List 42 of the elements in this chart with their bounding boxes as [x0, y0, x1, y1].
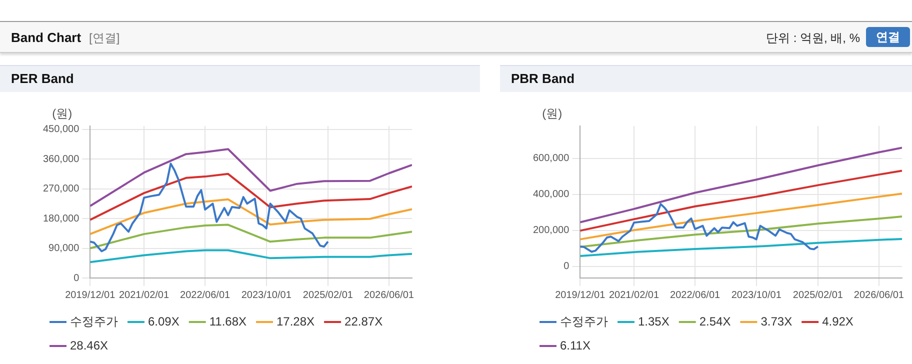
legend-label: 17.28X	[276, 314, 315, 328]
x-tick-label: 2021/02/01	[608, 290, 660, 301]
legend-label: 3.73X	[760, 314, 792, 328]
x-tick-label: 2022/06/01	[180, 290, 231, 301]
chart-title: PBR Band	[500, 65, 912, 92]
x-tick-label: 2026/06/01	[364, 290, 414, 301]
y-axis-title: (원)	[52, 106, 72, 120]
x-tick-label: 2026/06/01	[854, 290, 904, 301]
text: 단위 : 억원, 배, %	[766, 30, 860, 47]
x-tick-label: 2023/10/01	[731, 290, 782, 301]
y-tick-label: 270,000	[42, 184, 80, 195]
legend-label: 수정주가	[70, 314, 118, 328]
legend-label: 1.35X	[638, 314, 670, 328]
x-tick-label: 2019/12/01	[555, 290, 606, 301]
y-tick-label: 0	[564, 261, 570, 272]
y-axis-title: (원)	[542, 106, 562, 120]
legend-label: 4.92X	[822, 314, 854, 328]
x-tick-label: 2023/10/01	[241, 290, 292, 301]
legend-label: 11.68X	[209, 314, 247, 328]
x-tick-label: 2021/02/01	[118, 290, 170, 301]
chart-title: PER Band	[0, 65, 480, 92]
x-tick-label: 2022/06/01	[670, 290, 721, 301]
legend-label: 28.46X	[70, 338, 108, 352]
legend-label: 수정주가	[560, 314, 608, 328]
y-tick-label: 360,000	[42, 154, 80, 165]
legend-label: 6.11X	[560, 338, 590, 352]
y-tick-label: 450,000	[42, 124, 80, 136]
legend-label: 6.09X	[148, 314, 180, 328]
y-tick-label: 600,000	[532, 153, 570, 164]
x-tick-label: 2025/02/01	[792, 290, 844, 301]
text: [연결]	[89, 30, 120, 47]
y-tick-label: 200,000	[532, 225, 570, 236]
legend-label: 22.87X	[344, 314, 383, 328]
text: 연결	[866, 27, 910, 47]
x-tick-label: 2019/12/01	[65, 290, 116, 301]
text: Band Chart	[11, 30, 82, 45]
y-tick-label: 400,000	[532, 189, 570, 200]
x-tick-label: 2025/02/01	[302, 290, 354, 301]
y-tick-label: 0	[74, 272, 80, 284]
y-tick-label: 180,000	[42, 213, 80, 224]
legend-label: 2.54X	[699, 314, 731, 328]
y-tick-label: 90,000	[48, 243, 80, 254]
